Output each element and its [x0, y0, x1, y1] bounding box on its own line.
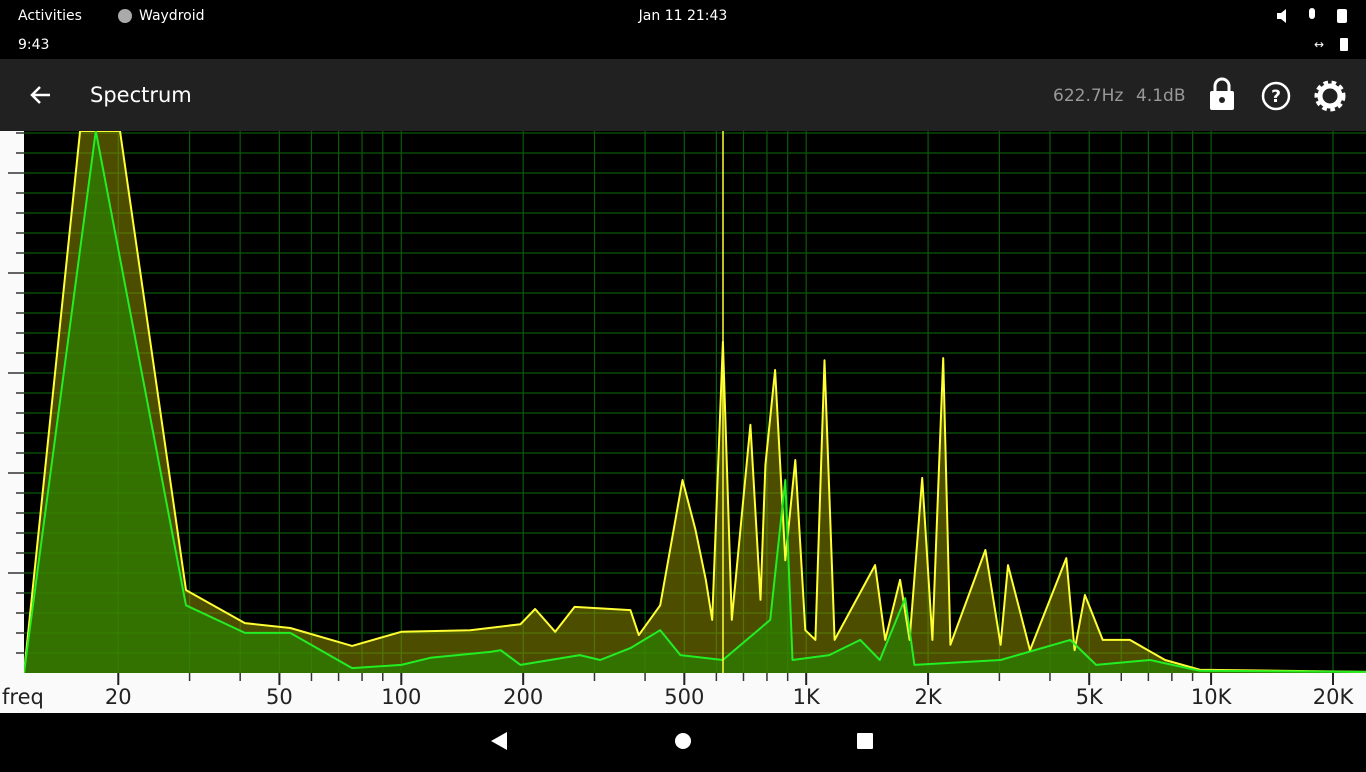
- svg-text:?: ?: [1271, 87, 1281, 107]
- area: [24, 131, 1366, 673]
- y-ruler: [0, 131, 24, 713]
- x-axis-strip: [0, 673, 1366, 713]
- x-tick-label: 200: [503, 685, 543, 709]
- cursor-frequency: 622.7Hz: [1053, 86, 1123, 106]
- app-bar: [0, 59, 1366, 131]
- nav-recents[interactable]: [857, 733, 873, 749]
- nav-back[interactable]: [491, 732, 507, 750]
- settings-button[interactable]: [1314, 80, 1346, 112]
- app-icon: [118, 9, 132, 23]
- nav-home[interactable]: [675, 733, 691, 749]
- android-time: 9:43: [18, 37, 49, 53]
- x-tick-label: 10K: [1191, 685, 1233, 709]
- x-tick-label: 50: [266, 685, 293, 709]
- x-tick-label: 500: [664, 685, 704, 709]
- activities[interactable]: Activities: [18, 8, 82, 24]
- x-tick-label: 100: [381, 685, 421, 709]
- rotate-icon: ↔: [1314, 38, 1324, 52]
- x-axis-label: freq: [2, 685, 44, 709]
- x-tick-label: 2K: [915, 685, 943, 709]
- x-tick-label: 5K: [1076, 685, 1104, 709]
- plot: [24, 131, 1366, 673]
- spectrum-line: [24, 131, 1366, 673]
- tray-icons[interactable]: [1277, 8, 1348, 51]
- spectrum-line: [24, 131, 1366, 673]
- app-title: Spectrum: [90, 83, 192, 107]
- x-tick-label: 1K: [793, 685, 821, 709]
- back-button[interactable]: [30, 86, 50, 104]
- cursor-level: 4.1dB: [1136, 86, 1186, 106]
- help-button[interactable]: ?: [1261, 81, 1291, 111]
- x-tick-label: 20: [105, 685, 132, 709]
- app-name[interactable]: Waydroid: [139, 8, 205, 24]
- x-tick-label: 20K: [1313, 685, 1355, 709]
- status-bars: [0, 0, 1366, 59]
- clock[interactable]: Jan 11 21:43: [638, 8, 728, 24]
- lock-hole: [1219, 97, 1225, 103]
